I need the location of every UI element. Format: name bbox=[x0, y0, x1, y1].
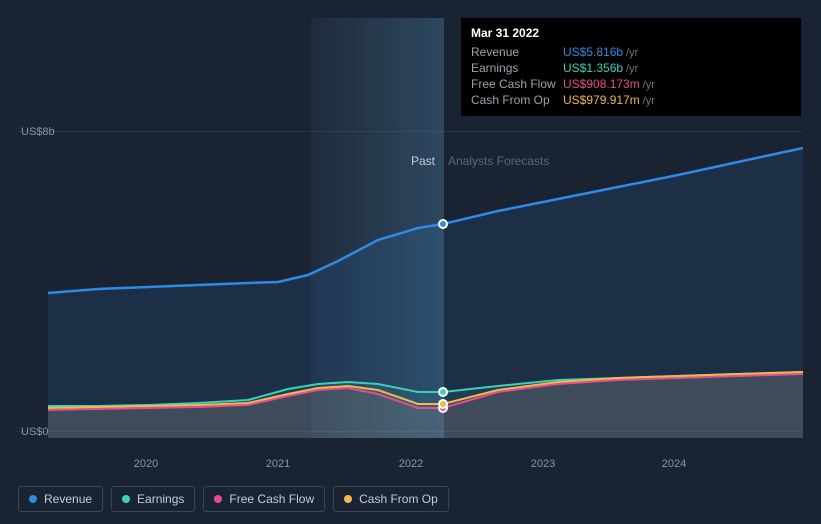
tooltip-row-value: US$5.816b bbox=[563, 45, 623, 59]
tooltip-row: Cash From OpUS$979.917m/yr bbox=[471, 92, 791, 108]
legend-dot-icon bbox=[344, 495, 352, 503]
marker-cash-from-op[interactable] bbox=[438, 399, 448, 409]
tooltip-row-suffix: /yr bbox=[626, 63, 638, 75]
legend-label: Earnings bbox=[137, 492, 184, 506]
legend-dot-icon bbox=[122, 495, 130, 503]
legend-dot-icon bbox=[29, 495, 37, 503]
financials-chart: US$8b US$0 Past Analysts Forecasts 20202… bbox=[18, 18, 803, 508]
x-axis-label: 2024 bbox=[662, 458, 686, 470]
tooltip: Mar 31 2022 RevenueUS$5.816b/yrEarningsU… bbox=[461, 18, 801, 116]
legend: Revenue Earnings Free Cash Flow Cash From O… bbox=[18, 486, 449, 512]
legend-label: Cash From Op bbox=[359, 492, 438, 506]
tooltip-row-label: Earnings bbox=[471, 61, 563, 75]
tooltip-row: Free Cash FlowUS$908.173m/yr bbox=[471, 76, 791, 92]
tooltip-row-label: Cash From Op bbox=[471, 93, 563, 107]
series-area-revenue bbox=[48, 148, 803, 438]
x-axis-label: 2023 bbox=[531, 458, 555, 470]
y-axis-label-min: US$0 bbox=[21, 426, 49, 438]
tooltip-row-label: Free Cash Flow bbox=[471, 77, 563, 91]
legend-label: Free Cash Flow bbox=[229, 492, 314, 506]
tooltip-row: RevenueUS$5.816b/yr bbox=[471, 44, 791, 60]
legend-item-revenue[interactable]: Revenue bbox=[18, 486, 103, 512]
legend-item-earnings[interactable]: Earnings bbox=[111, 486, 195, 512]
marker-revenue[interactable] bbox=[438, 219, 448, 229]
tooltip-row-suffix: /yr bbox=[643, 79, 655, 91]
legend-label: Revenue bbox=[44, 492, 92, 506]
legend-item-free-cash-flow[interactable]: Free Cash Flow bbox=[203, 486, 325, 512]
tooltip-row-value: US$1.356b bbox=[563, 61, 623, 75]
x-axis-label: 2021 bbox=[266, 458, 290, 470]
tooltip-row-value: US$908.173m bbox=[563, 77, 640, 91]
tooltip-title: Mar 31 2022 bbox=[471, 24, 791, 44]
marker-earnings[interactable] bbox=[438, 387, 448, 397]
x-axis-label: 2020 bbox=[134, 458, 158, 470]
legend-dot-icon bbox=[214, 495, 222, 503]
tooltip-row: EarningsUS$1.356b/yr bbox=[471, 60, 791, 76]
tooltip-row-label: Revenue bbox=[471, 45, 563, 59]
tooltip-row-value: US$979.917m bbox=[563, 93, 640, 107]
tooltip-row-suffix: /yr bbox=[626, 47, 638, 59]
tooltip-row-suffix: /yr bbox=[643, 95, 655, 107]
x-axis-label: 2022 bbox=[399, 458, 423, 470]
legend-item-cash-from-op[interactable]: Cash From Op bbox=[333, 486, 449, 512]
